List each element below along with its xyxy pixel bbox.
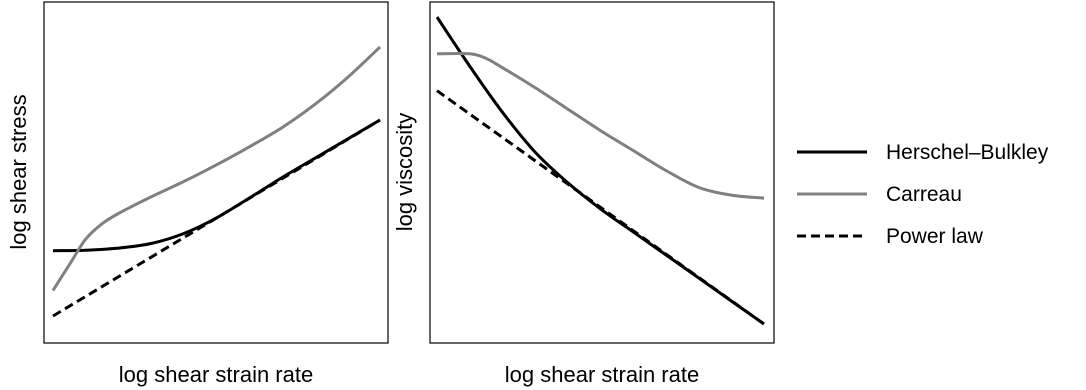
legend: Herschel–Bulkley Carreau Power law (797, 141, 1049, 248)
y-axis-label-right: log viscosity (392, 113, 417, 232)
y-axis-label-left: log shear stress (6, 94, 31, 249)
plot-frame-right (429, 1, 775, 344)
series-group-right (435, 16, 765, 326)
panel-right: log shear strain rate log viscosity (392, 1, 775, 387)
series-line-power-law-left (52, 118, 381, 318)
plot-frame-left (43, 1, 389, 344)
series-group-left (51, 45, 382, 318)
legend-label-carreau: Carreau (886, 183, 962, 206)
series-line-carreau-left (51, 45, 382, 292)
panel-left: log shear strain rate log shear stress (6, 1, 389, 387)
x-axis-label-right: log shear strain rate (505, 362, 699, 387)
legend-label-herschel-bulkley: Herschel–Bulkley (886, 141, 1049, 164)
series-line-carreau-right (436, 51, 765, 200)
series-line-power-law-right (436, 89, 765, 326)
legend-label-power-law: Power law (886, 225, 984, 248)
x-axis-label-left: log shear strain rate (119, 362, 313, 387)
series-line-herschel-bulkley-left (52, 118, 381, 253)
series-line-herschel-bulkley-right (435, 16, 765, 326)
